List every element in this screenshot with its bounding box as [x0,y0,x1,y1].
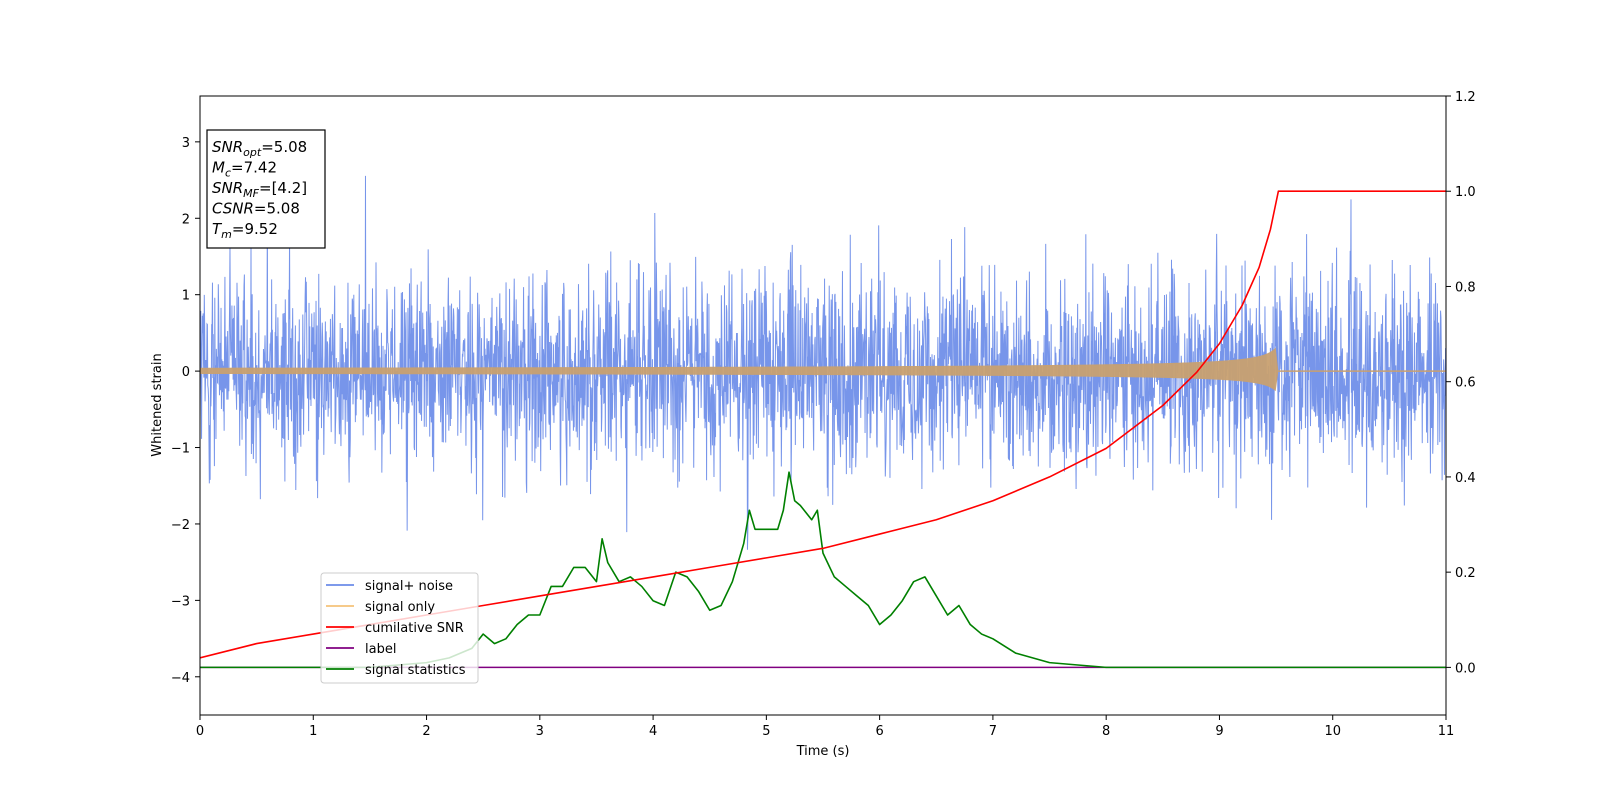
series-signal-noise [200,175,1446,550]
x-tick-label: 2 [422,724,430,739]
legend-entry: label [365,642,396,657]
plot-frame [199,95,1447,716]
y-axis-left-label: Whitened strain [150,353,165,456]
info-box-line: CSNR=5.08 [212,200,300,218]
info-box-line: Mc=7.42 [212,159,277,180]
y-right-tick-label: 0.6 [1455,376,1476,391]
y-right-tick-label: 1.2 [1455,90,1476,105]
legend: signal+ noise signal only cumilative SNR la… [320,572,479,684]
x-tick-label: 6 [875,724,883,739]
x-axis-label: Time (s) [796,744,850,759]
x-axis: 0 1 2 3 4 5 6 7 8 9 10 11 [196,715,1454,739]
legend-entry: signal+ noise [365,579,453,594]
y-right-tick-label: 0.2 [1455,566,1476,581]
x-tick-label: 9 [1215,724,1223,739]
legend-entry: cumilative SNR [365,621,464,636]
y-right-tick-label: 0.8 [1455,280,1476,295]
series-signal-only [200,347,1446,392]
y-left-tick-label: 0 [182,365,190,380]
x-tick-label: 1 [309,724,317,739]
signal-only-envelope [200,347,1279,392]
signal-noise-line [200,175,1446,550]
x-tick-label: 3 [536,724,544,739]
y-axis-right: 0.0 0.2 0.4 0.6 0.8 1.0 1.2 [1446,90,1476,676]
y-left-tick-label: −2 [171,518,190,533]
y-right-tick-label: 1.0 [1455,185,1476,200]
x-tick-label: 11 [1438,724,1455,739]
x-tick-label: 5 [762,724,770,739]
y-axis-left: −4 −3 −2 −1 0 1 2 3 [171,136,200,686]
y-left-tick-label: 1 [182,289,190,304]
x-tick-label: 0 [196,724,204,739]
x-tick-label: 4 [649,724,657,739]
info-box-frame [206,129,326,249]
series-signal-statistics [200,471,1446,669]
x-tick-label: 8 [1102,724,1110,739]
y-left-tick-label: −1 [171,442,190,457]
legend-entry: signal statistics [365,663,466,678]
y-left-tick-label: −4 [171,671,190,686]
y-left-tick-label: 2 [182,212,190,227]
x-tick-label: 7 [989,724,997,739]
y-left-tick-label: −3 [171,594,190,609]
x-tick-label: 10 [1324,724,1341,739]
legend-frame [320,572,479,684]
info-box-line: SNRopt=5.08 [212,138,307,159]
info-box-line: SNRMF=[4.2] [212,179,307,200]
legend-entry: signal only [365,600,435,615]
y-left-tick-label: 3 [182,136,190,151]
y-right-tick-label: 0.0 [1455,661,1476,676]
y-right-tick-label: 0.4 [1455,471,1476,486]
info-box-line: Tm=9.52 [212,220,278,241]
